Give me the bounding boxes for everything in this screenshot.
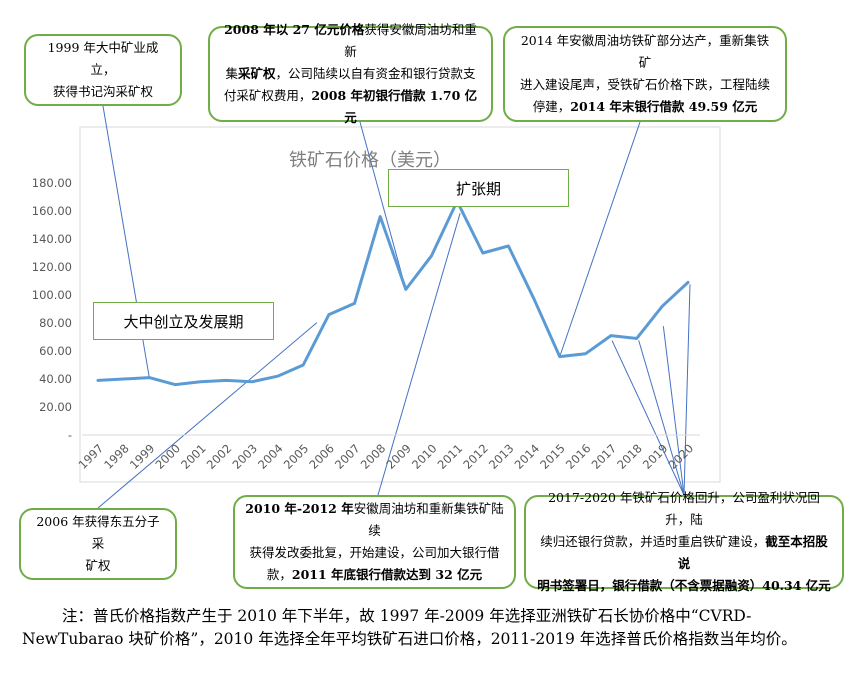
callout-2010-2012: 2010 年-2012 年安徽周油坊和重新集铁矿陆续获得发改委批复，开始建设，公…: [233, 495, 516, 589]
price-point: [507, 244, 510, 248]
leader-line: [662, 326, 685, 496]
callout-line: 集采矿权，公司陆续以自有资金和银行贷款支: [225, 63, 475, 85]
price-line: [96, 199, 690, 387]
callout-text-run: 停建，: [532, 99, 571, 114]
price-point: [430, 254, 433, 257]
callout-text-run: 获得发改委批复，开始建设，公司加大银行借: [249, 545, 500, 560]
y-tick-label: 40.00: [39, 372, 72, 386]
price-point: [378, 215, 382, 218]
callout-line: 付采矿权费用，2008 年初银行借款 1.70 亿元: [220, 85, 481, 129]
callout-text-run: 2011 年底银行借款达到 32 亿元: [291, 567, 483, 582]
price-point: [199, 380, 202, 383]
callout-line: 2006 年获得东五分子采: [36, 514, 160, 551]
y-tick-label: 160.00: [32, 204, 72, 218]
y-tick-label: 80.00: [39, 316, 72, 330]
y-tick-label: 140.00: [32, 232, 72, 246]
callout-text-run: 安徽周油坊和重新集铁矿陆续: [353, 501, 504, 538]
callout-line: 进入建设尾声，受铁矿石价格下跌，工程陆续: [520, 74, 770, 96]
callout-2014: 2014 年安徽周油坊铁矿部分达产，重新集铁矿进入建设尾声，受铁矿石价格下跌，工…: [503, 26, 787, 122]
callout-2008: 2008 年以 27 亿元价格获得安徽周油坊和重新 集采矿权，公司陆续以自有资金和…: [208, 22, 493, 125]
price-point: [327, 313, 331, 316]
callout-text-run: 2008 年初银行借款 1.70 亿元: [311, 88, 478, 125]
price-point: [250, 380, 254, 383]
y-tick-label: 180.00: [32, 176, 72, 190]
price-point: [225, 379, 228, 382]
leader-line: [638, 340, 685, 496]
chart-title: 铁矿石价格（美元）: [289, 150, 451, 171]
callout-text-run: 截至本招股说: [677, 534, 828, 571]
price-point: [609, 334, 613, 337]
price-point: [148, 376, 151, 379]
y-tick-label: 100.00: [32, 288, 72, 302]
price-point: [353, 302, 356, 305]
price-point: [122, 377, 125, 381]
callout-text-run: 续归还银行贷款，并适时重启铁矿建设，: [540, 534, 766, 549]
price-point: [481, 251, 484, 255]
leader-line: [559, 121, 641, 357]
price-point: [302, 363, 305, 367]
callout-line: 款，2011 年底银行借款达到 32 亿元: [267, 564, 482, 586]
callout-line: 1999 年大中矿业成立，: [47, 40, 159, 77]
callout-line: 获得发改委批复，开始建设，公司加大银行借: [249, 542, 499, 564]
callout-line: 2010 年-2012 年安徽周油坊和重新集铁矿陆续: [245, 498, 504, 542]
price-point: [686, 281, 690, 284]
leader-line: [377, 213, 461, 496]
callout-line: 矿权: [85, 558, 111, 573]
callout-text-run: 款，: [266, 567, 292, 582]
callout-text-run: 进入建设尾声，受铁矿石价格下跌，工程陆续: [519, 77, 770, 92]
callout-text-run: 2017-2020 年铁矿石价格回升，公司盈利状况回升，陆: [548, 490, 820, 527]
y-axis: - 20.00 40.00 60.00 80.00 100.00 120.00 140.00 1…: [32, 176, 72, 442]
callout-line: 停建，2014 年末银行借款 49.59 亿元: [533, 96, 758, 118]
callout-text-run: 获得安徽周油坊和重新: [344, 22, 477, 59]
phase-label-early: 大中创立及发展期: [93, 302, 274, 340]
callout-text-run: 2014 年末银行借款 49.59 亿元: [570, 99, 758, 114]
leader-line: [683, 284, 691, 496]
leader-line: [359, 121, 407, 290]
callout-text-run: 2010 年-2012 年: [245, 501, 354, 516]
callout-line: 续归还银行贷款，并适时重启铁矿建设，截至本招股说: [536, 531, 832, 575]
price-point: [404, 288, 408, 291]
callout-line: 获得书记沟采矿权: [52, 84, 153, 99]
price-series: [96, 199, 690, 387]
callout-line: 2017-2020 年铁矿石价格回升，公司盈利状况回升，陆: [536, 487, 832, 531]
callout-text-run: 明书签署日，银行借款（不含票据融资）: [537, 578, 763, 593]
y-tick-label: -: [68, 428, 72, 442]
price-point: [96, 379, 100, 382]
callout-2006: 2006 年获得东五分子采矿权: [19, 508, 177, 580]
callout-line: 明书签署日，银行借款（不含票据融资）40.34 亿元: [537, 575, 831, 597]
price-point: [661, 305, 664, 308]
price-point: [635, 337, 638, 340]
leader-line: [97, 322, 318, 509]
callout-line: 2014 年安徽周油坊铁矿部分达产，重新集铁矿: [515, 30, 775, 74]
callout-2017-2020: 2017-2020 年铁矿石价格回升，公司盈利状况回升，陆续归还银行贷款，并适时…: [524, 490, 844, 593]
callout-line: 2008 年以 27 亿元价格获得安徽周油坊和重新: [220, 19, 481, 63]
callout-text-run: 2014 年安徽周油坊铁矿部分达产，重新集铁矿: [520, 33, 770, 70]
price-point: [276, 375, 279, 378]
y-tick-label: 60.00: [39, 344, 72, 358]
callout-text-run: ，公司陆续以自有资金和银行贷款支: [275, 66, 476, 81]
price-point: [558, 355, 561, 358]
callout-text-run: 付采矿权费用，: [223, 88, 312, 103]
callout-text-run: 采矿权: [237, 66, 276, 81]
callout-text-run: 2008 年以 27 亿元价格: [224, 22, 365, 37]
y-tick-label: 120.00: [32, 260, 72, 274]
callout-text-run: 集: [225, 66, 238, 81]
price-point: [532, 298, 536, 301]
leader-line: [611, 340, 685, 496]
phase-label-expansion: 扩张期: [388, 169, 569, 207]
footnote: 注：普氏价格指数产生于 2010 年下半年，故 1997 年-2009 年选择亚…: [22, 607, 797, 648]
y-tick-label: 20.00: [39, 400, 72, 414]
price-point: [173, 383, 177, 386]
price-point: [584, 352, 587, 355]
callout-text-run: 40.34 亿元: [762, 578, 831, 593]
callout-1999: 1999 年大中矿业成立， 获得书记沟采矿权: [24, 34, 182, 106]
